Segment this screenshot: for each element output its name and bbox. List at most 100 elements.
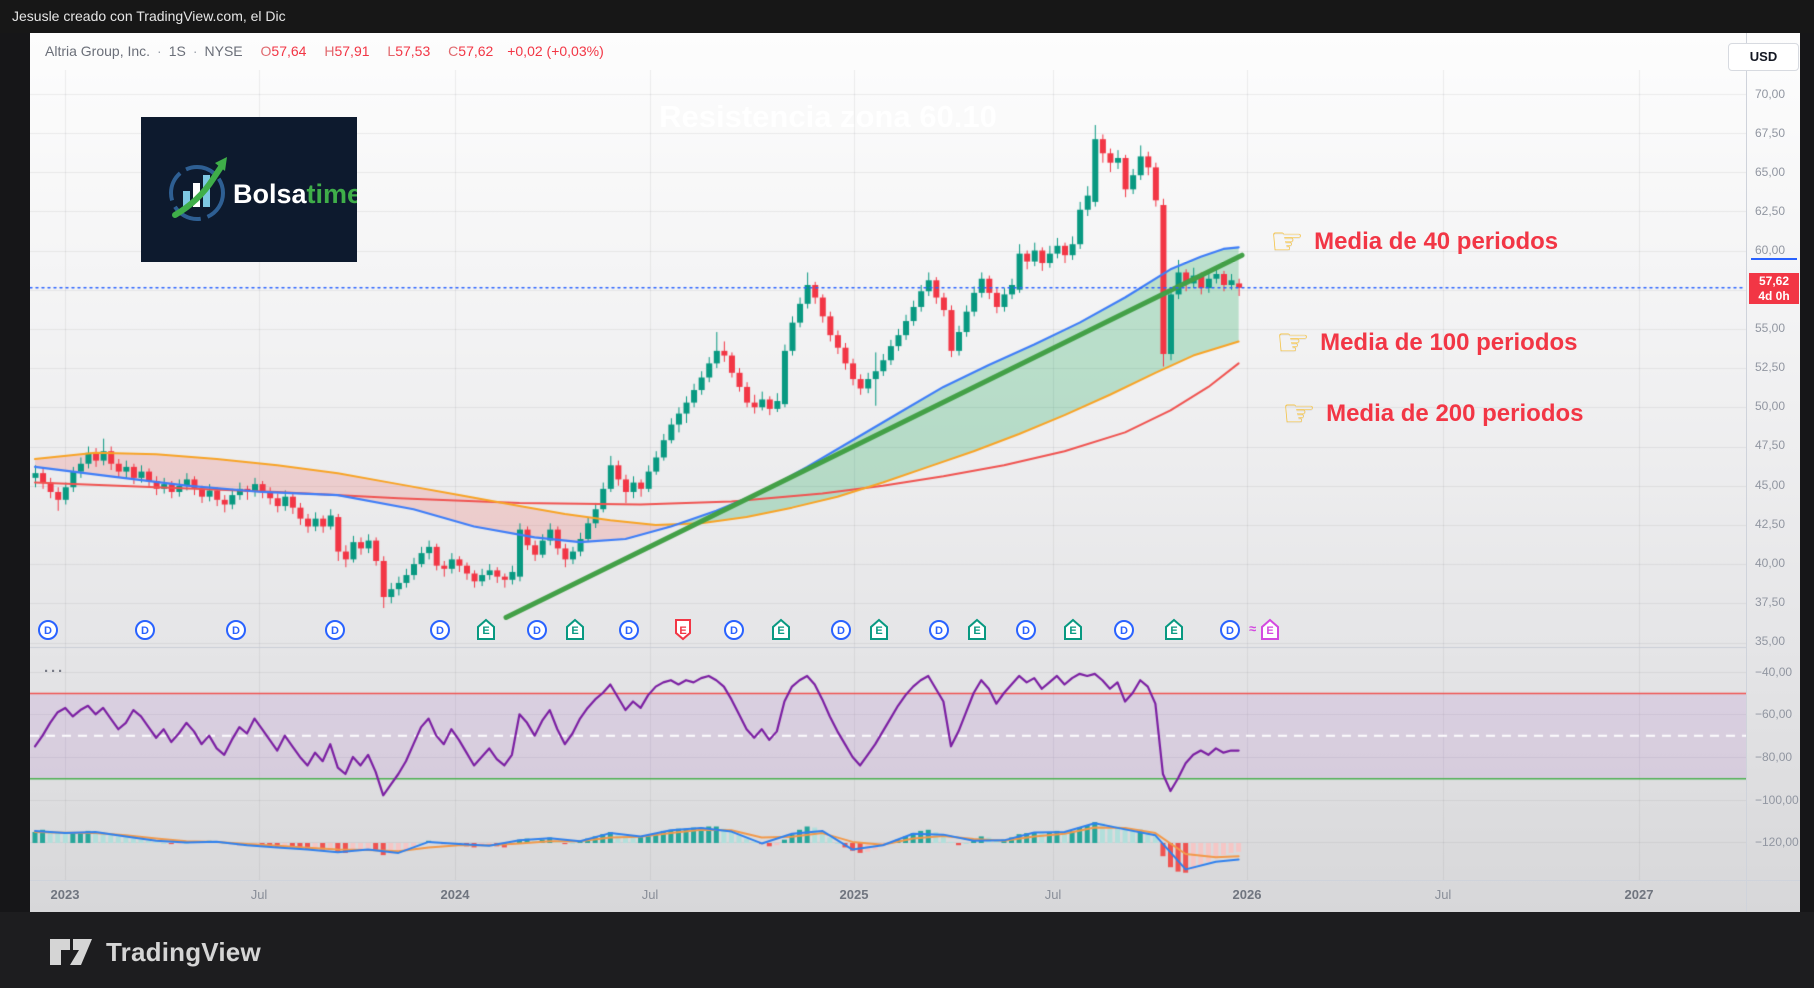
earnings-marker-icon[interactable]: E <box>565 618 587 640</box>
svg-text:E: E <box>1069 625 1076 637</box>
price-scale-label: −40,00 <box>1755 665 1793 679</box>
dividend-marker-icon[interactable]: D <box>134 619 156 641</box>
currency-toggle-button[interactable]: USD <box>1728 43 1799 71</box>
price-scale-label: 47,50 <box>1755 438 1786 452</box>
price-scale-label: 70,00 <box>1755 87 1786 101</box>
svg-text:E: E <box>679 625 686 637</box>
close-label: C <box>448 43 459 59</box>
svg-text:D: D <box>533 625 541 637</box>
svg-text:D: D <box>837 625 845 637</box>
time-scale-label: 2023 <box>50 887 80 902</box>
price-scale-label: −80,00 <box>1755 750 1793 764</box>
price-scale-label: 55,00 <box>1755 321 1786 335</box>
dividend-marker-icon[interactable]: D <box>1219 619 1241 641</box>
bolsatime-logo: Bolsatime.com <box>141 117 357 262</box>
price-scale-label: 40,00 <box>1755 556 1786 570</box>
dividend-marker-icon[interactable]: D <box>526 619 548 641</box>
price-scale-label: 67,50 <box>1755 126 1786 140</box>
svg-text:Bolsatime.com: Bolsatime.com <box>233 179 357 209</box>
pointing-hand-icon: ☞ <box>1276 322 1311 364</box>
bolsatime-logo-graphic: Bolsatime.com <box>141 117 357 262</box>
time-scale-label: Jul <box>250 887 268 902</box>
svg-text:D: D <box>625 625 633 637</box>
price-scale-label: 52,50 <box>1755 360 1786 374</box>
price-scale-label: −100,00 <box>1755 793 1799 807</box>
time-scale-label: 2024 <box>440 887 470 902</box>
interval-label[interactable]: 1S <box>168 43 186 59</box>
earnings-marker-icon[interactable]: E <box>771 618 793 640</box>
price-scale-label: 62,50 <box>1755 204 1786 218</box>
bar-countdown: 4d 0h <box>1758 288 1790 303</box>
svg-text:D: D <box>436 625 444 637</box>
price-scale[interactable]: 57,62 4d 0h 70,00 67,50 65,00 62,50 60,00 55,… <box>1746 33 1801 912</box>
svg-text:D: D <box>1226 625 1234 637</box>
svg-text:D: D <box>1120 625 1128 637</box>
price-scale-label: 65,00 <box>1755 165 1786 179</box>
high-value: 57,91 <box>334 43 370 59</box>
ma-callout[interactable]: ☞ Media de 100 periodos <box>1276 322 1578 364</box>
svg-text:D: D <box>331 625 339 637</box>
symbol-header[interactable]: Altria Group, Inc. · 1S · NYSE O57,64 H57,91… <box>45 43 604 59</box>
time-scale-label: 2026 <box>1232 887 1262 902</box>
svg-text:D: D <box>1022 625 1030 637</box>
last-price-value: 57,62 <box>1758 273 1790 288</box>
window-title: Jesusle creado con TradingView.com, el D… <box>12 8 286 24</box>
high-label: H <box>324 43 335 59</box>
price-scale-label: 50,00 <box>1755 399 1786 413</box>
price-scale-label: 42,50 <box>1755 517 1786 531</box>
svg-text:E: E <box>571 625 578 637</box>
time-scale[interactable]: 2023 Jul 2024 Jul 2025 Jul 2026 Jul 2027 <box>30 880 1800 913</box>
exchange-label[interactable]: NYSE <box>204 43 243 59</box>
earnings-marker-icon[interactable]: E <box>967 618 989 640</box>
svg-text:D: D <box>935 625 943 637</box>
last-price-label: 57,62 4d 0h <box>1749 272 1799 304</box>
svg-text:E: E <box>1266 625 1273 637</box>
dividend-marker-icon[interactable]: D <box>723 619 745 641</box>
earnings-marker-icon[interactable]: E <box>1063 618 1085 640</box>
symbol-name[interactable]: Altria Group, Inc. <box>45 43 151 59</box>
pointing-hand-icon: ☞ <box>1282 393 1317 435</box>
window-title-bar: Jesusle creado con TradingView.com, el D… <box>0 0 1814 33</box>
earnings-marker-icon[interactable]: E <box>476 618 498 640</box>
resistance-level-tick <box>1751 258 1797 260</box>
time-scale-label: Jul <box>641 887 659 902</box>
svg-text:D: D <box>232 625 240 637</box>
low-label: L <box>387 43 396 59</box>
price-scale-label: −120,00 <box>1755 835 1799 849</box>
time-scale-label: Jul <box>1044 887 1062 902</box>
tradingview-logo[interactable]: TradingView <box>48 936 261 968</box>
close-value: 57,62 <box>458 43 494 59</box>
indicator-pane-menu[interactable]: ··· <box>44 663 65 680</box>
change-value: +0,02 (+0,03%) <box>507 43 604 59</box>
dividend-marker-icon[interactable]: D <box>429 619 451 641</box>
svg-text:E: E <box>482 625 489 637</box>
svg-text:D: D <box>141 625 149 637</box>
price-scale-label: 37,50 <box>1755 595 1786 609</box>
chart-window: Resistencia zona 60.10 Altria Group, Inc… <box>30 33 1800 912</box>
earnings-marker-icon[interactable]: E <box>869 618 891 640</box>
svg-text:E: E <box>875 625 882 637</box>
dividend-marker-icon[interactable]: D <box>830 619 852 641</box>
earnings-marker-icon[interactable]: ≈ E <box>1249 618 1282 640</box>
svg-text:E: E <box>973 625 980 637</box>
earnings-marker-icon[interactable]: E <box>1164 618 1186 640</box>
dividend-marker-icon[interactable]: D <box>37 619 59 641</box>
ma-callout[interactable]: ☞ Media de 40 periodos <box>1270 221 1559 263</box>
dividend-marker-icon[interactable]: D <box>324 619 346 641</box>
price-scale-label: 45,00 <box>1755 478 1786 492</box>
pointing-hand-icon: ☞ <box>1270 221 1305 263</box>
price-scale-label: 35,00 <box>1755 634 1786 648</box>
dividend-marker-icon[interactable]: D <box>1113 619 1135 641</box>
ma-callout[interactable]: ☞ Media de 200 periodos <box>1282 393 1584 435</box>
time-scale-label: 2025 <box>839 887 869 902</box>
dividend-marker-icon[interactable]: D <box>1015 619 1037 641</box>
open-label: O <box>260 43 272 59</box>
dividend-marker-icon[interactable]: D <box>618 619 640 641</box>
earnings-marker-icon[interactable]: E <box>673 618 695 641</box>
price-scale-label: 60,00 <box>1755 243 1786 257</box>
time-scale-label: 2027 <box>1624 887 1654 902</box>
dividend-marker-icon[interactable]: D <box>928 619 950 641</box>
low-value: 57,53 <box>395 43 431 59</box>
dividend-marker-icon[interactable]: D <box>225 619 247 641</box>
svg-text:E: E <box>777 625 784 637</box>
